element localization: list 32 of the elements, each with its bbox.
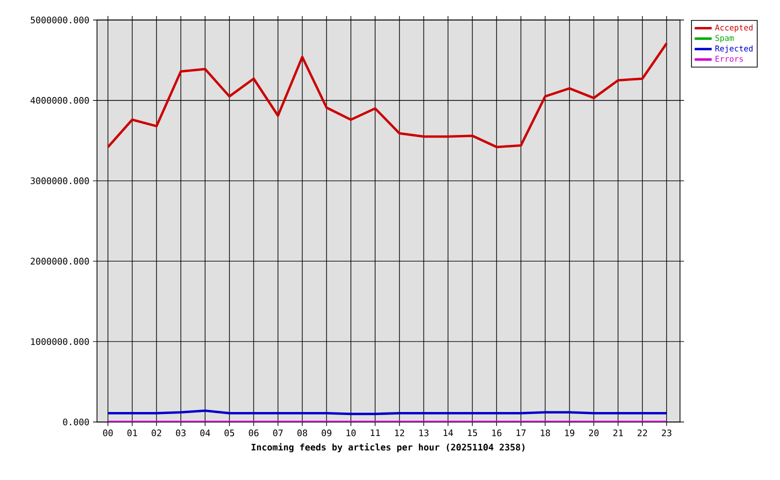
x-tick-label: 20 [589,430,599,436]
x-tick-label: 04 [200,430,210,436]
x-tick-label: 22 [638,430,647,436]
x-tick-label: 21 [613,430,623,436]
x-tick-label: 06 [248,430,258,436]
x-tick-label: 00 [103,430,113,436]
x-tick-label: 10 [346,430,356,436]
x-tick-label: 12 [395,430,404,436]
y-tick-label: 4000000.000 [30,96,89,104]
x-tick-label: 18 [540,430,550,436]
x-tick-label: 09 [322,430,332,436]
y-tick-label: 1000000.000 [31,338,89,345]
x-axis-title: Incoming feeds by articles per hour (20251104 2358) [252,443,524,452]
x-tick-label: 14 [444,430,453,436]
x-tick-label: 13 [419,430,428,436]
x-tick-label: 15 [468,430,477,436]
x-tick-label: 03 [176,430,186,436]
line-series [106,42,668,148]
y-tick-label: 5000000.000 [30,16,89,24]
x-tick-label: 07 [273,430,283,436]
y-tick-label: 0.000 [63,418,89,426]
x-tick-label: 02 [152,430,162,436]
x-tick-label: 01 [127,430,138,436]
x-tick-label: 16 [492,430,502,436]
x-tick-label: 23 [662,430,672,436]
x-tick-label: 19 [565,430,574,436]
x-tick-label: 17 [516,430,526,436]
x-tick-label: 05 [224,430,234,436]
x-tick-label: 11 [370,430,380,436]
x-tick-label: 08 [297,430,308,436]
y-tick-label: 3000000.000 [30,177,89,184]
y-tick-label: 2000000.000 [30,258,89,265]
